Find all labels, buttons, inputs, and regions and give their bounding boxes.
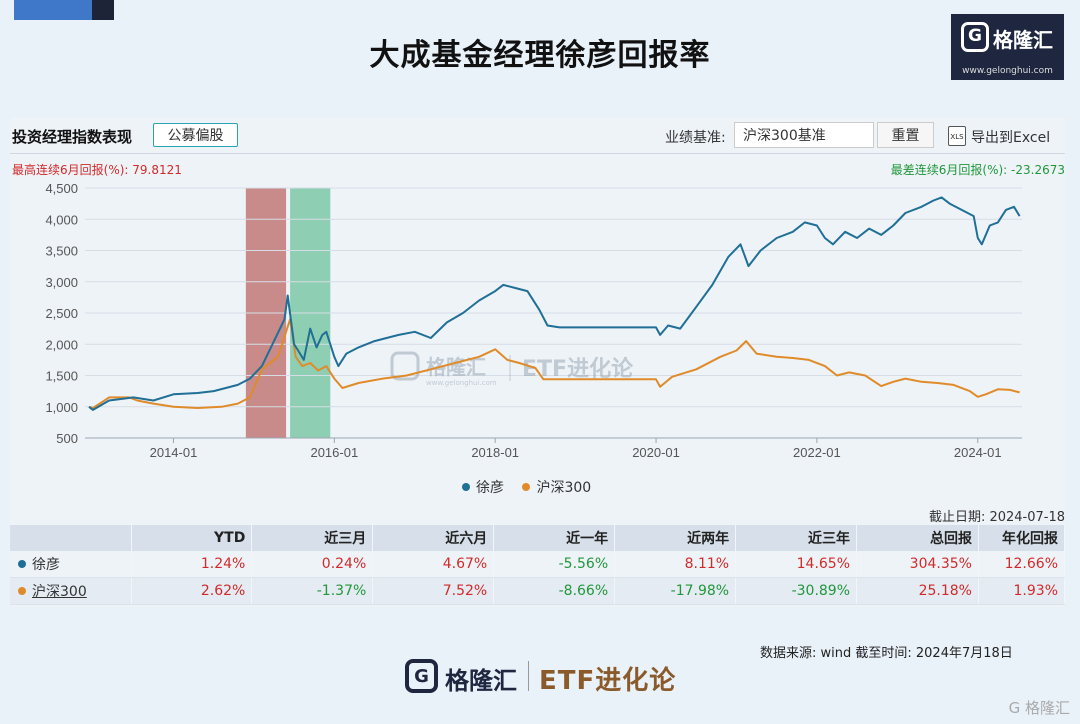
table-row: 沪深300 2.62% -1.37% 7.52% -8.66% -17.98% … [10, 577, 1066, 605]
series-line-fund [88, 196, 1021, 411]
watermark-name: 格隆汇 [426, 355, 486, 379]
watermark-g-icon [390, 351, 420, 381]
watermark-url: www.gelonghui.com [426, 379, 497, 387]
table-row: 徐彦 1.24% 0.24% 4.67% -5.56% 8.11% 14.65%… [10, 551, 1066, 578]
x-tick-label: 2018-01 [471, 445, 519, 460]
x-tick-label: 2020-01 [632, 445, 680, 460]
y-tick-label: 4,000 [45, 212, 78, 227]
logo-g-icon: G [961, 22, 989, 52]
y-tick-label: 2,000 [45, 337, 78, 352]
corner-watermark: G 格隆汇 [1008, 699, 1070, 717]
table-cell: 304.35% [856, 551, 979, 578]
header-annual: 年化回报 [978, 525, 1066, 551]
chart-legend: 徐彦 沪深300 [462, 477, 605, 497]
y-tick-label: 2,500 [45, 306, 78, 321]
top-left-banner-dark [92, 0, 114, 20]
logo-name: 格隆汇 [993, 28, 1053, 52]
footer-separator [528, 661, 529, 691]
reset-button[interactable]: 重置 [877, 122, 934, 148]
y-tick-label: 1,000 [45, 400, 78, 415]
header-total: 总回报 [856, 525, 979, 551]
table-cell: 4.67% [372, 551, 495, 578]
table-cell: 0.24% [251, 551, 374, 578]
footer-name: 格隆汇 [445, 667, 517, 695]
x-tick-label: 2024-01 [954, 445, 1002, 460]
panel-header: 投资经理指数表现 公募偏股 业绩基准: 沪深300基准 重置 XLS 导出到Ex… [10, 117, 1065, 154]
header-3m: 近三月 [251, 525, 374, 551]
y-tick-label: 4,500 [45, 181, 78, 196]
benchmark-select[interactable]: 沪深300基准 [734, 122, 874, 148]
row-name: 徐彦 [32, 557, 60, 573]
table-cell: -8.66% [493, 577, 616, 605]
table-cell: 25.18% [856, 577, 979, 605]
performance-panel: 投资经理指数表现 公募偏股 业绩基准: 沪深300基准 重置 XLS 导出到Ex… [10, 117, 1066, 607]
y-tick-label: 500 [56, 431, 78, 446]
header-ytd: YTD [131, 525, 253, 551]
excel-export-icon[interactable]: XLS [948, 126, 966, 146]
row-name-cell: 沪深300 [10, 577, 133, 605]
gelonghui-logo: G 格隆汇 www.gelonghui.com [951, 14, 1064, 80]
x-tick-label: 2022-01 [793, 445, 841, 460]
logo-url: www.gelonghui.com [962, 66, 1053, 76]
table-cell: 12.66% [978, 551, 1066, 578]
as-of-date: 截止日期: 2024-07-18 [928, 510, 1065, 525]
performance-table: YTD 近三月 近六月 近一年 近两年 近三年 总回报 年化回报 徐彦 1.24… [10, 525, 1066, 605]
footer-logo: G 格隆汇 ETF进化论 [405, 657, 695, 697]
table-cell: 1.93% [978, 577, 1066, 605]
watermark-etf: ETF进化论 [522, 356, 634, 382]
row-name-link[interactable]: 沪深300 [32, 584, 87, 600]
table-cell: -30.89% [735, 577, 858, 605]
footer-g-icon: G [405, 659, 438, 693]
x-tick-label: 2014-01 [150, 445, 198, 460]
row-dot [18, 587, 26, 595]
fund-type-tag-button[interactable]: 公募偏股 [153, 123, 238, 147]
y-tick-label: 3,000 [45, 275, 78, 290]
benchmark-label: 业绩基准: [665, 130, 726, 146]
table-cell: -5.56% [493, 551, 616, 578]
legend-item-index[interactable]: 沪深300 [522, 480, 591, 496]
legend-dot [462, 483, 470, 491]
top-left-banner [14, 0, 114, 20]
table-cell: -1.37% [251, 577, 374, 605]
y-tick-label: 3,500 [45, 244, 78, 259]
y-tick-label: 1,500 [45, 369, 78, 384]
footer-etf: ETF进化论 [539, 666, 677, 696]
row-name-cell: 徐彦 [10, 551, 133, 578]
min-6m-return: 最差连续6月回报(%): -23.2673 [890, 163, 1065, 177]
table-cell: 1.24% [131, 551, 253, 578]
legend-dot [522, 483, 531, 491]
header-6m: 近六月 [372, 525, 495, 551]
header-name [10, 525, 133, 551]
x-tick-label: 2016-01 [310, 445, 358, 460]
table-cell: 8.11% [614, 551, 737, 578]
page-title: 大成基金经理徐彦回报率 [369, 38, 711, 73]
table-cell: 2.62% [131, 577, 253, 605]
max-6m-return: 最高连续6月回报(%): 79.8121 [12, 163, 182, 177]
series-line-index [88, 318, 1020, 409]
row-dot [18, 560, 26, 568]
panel-title: 投资经理指数表现 [12, 128, 133, 146]
data-source: 数据来源: wind 截至时间: 2024年7月18日 [760, 646, 1013, 661]
table-cell: -17.98% [614, 577, 737, 605]
performance-line-chart: 格隆汇 www.gelonghui.com ETF进化论 4,500 4,000 3… [45, 181, 1022, 460]
export-excel-button[interactable]: 导出到Excel [971, 130, 1051, 146]
header-1y: 近一年 [493, 525, 616, 551]
legend-item-fund[interactable]: 徐彦 [462, 480, 504, 496]
table-cell: 7.52% [372, 577, 495, 605]
header-2y: 近两年 [614, 525, 737, 551]
table-header-row: YTD 近三月 近六月 近一年 近两年 近三年 总回报 年化回报 [10, 525, 1066, 551]
table-cell: 14.65% [735, 551, 858, 578]
header-3y: 近三年 [735, 525, 858, 551]
